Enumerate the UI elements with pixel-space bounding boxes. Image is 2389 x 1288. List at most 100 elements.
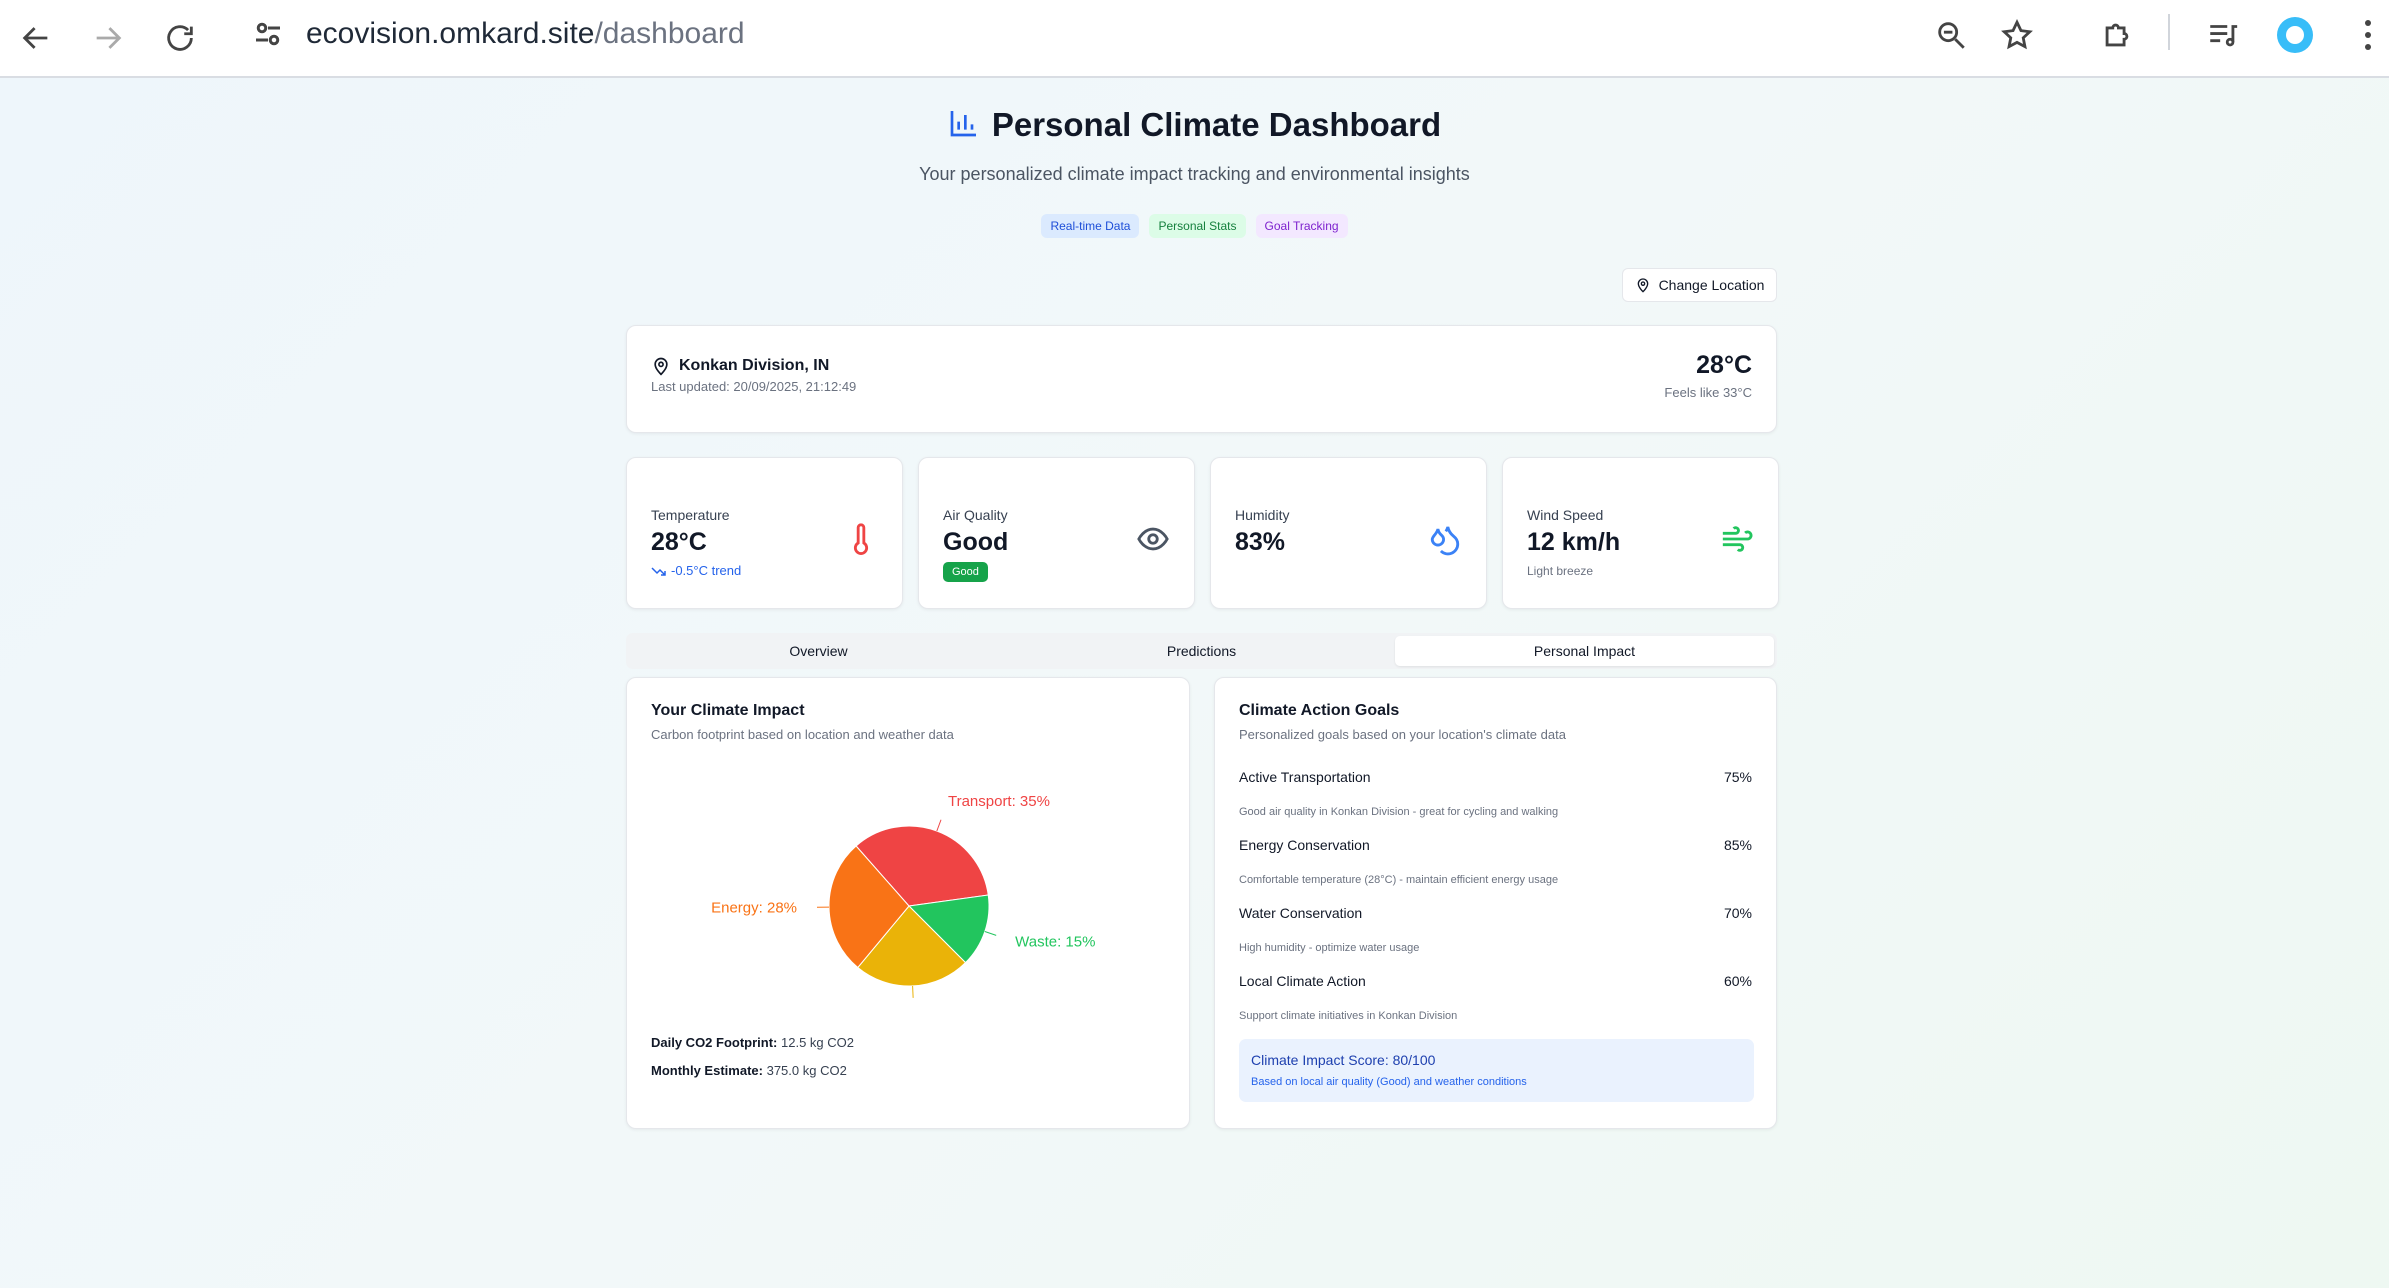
daily-footprint-label: Daily CO2 Footprint:	[651, 1035, 778, 1050]
bar-chart-icon	[948, 107, 980, 144]
tab-predictions[interactable]: Predictions	[1166, 643, 1237, 659]
goal-percent: 70%	[1723, 905, 1752, 921]
card-description: Personalized goals based on your locatio…	[1239, 727, 1566, 742]
arrow-left-icon	[22, 27, 48, 49]
goal-name: Local Climate Action	[1239, 973, 1366, 989]
temperature-trend: -0.5°C trend	[651, 563, 741, 578]
wind-description: Light breeze	[1527, 564, 1594, 578]
climate-score-box: Climate Impact Score: 80/100 Based on lo…	[1239, 1039, 1754, 1102]
pie-label-transport: Transport: 35%	[948, 793, 1050, 810]
metric-value: 12 km/h	[1527, 528, 1621, 556]
monthly-estimate: Monthly Estimate: 375.0 kg CO2	[651, 1063, 847, 1078]
change-location-label: Change Location	[1658, 277, 1765, 293]
metric-label: Humidity	[1235, 507, 1290, 523]
goal-percent: 85%	[1723, 837, 1752, 853]
monthly-estimate-label: Monthly Estimate:	[651, 1063, 763, 1078]
profile-avatar	[2277, 17, 2313, 53]
metric-label: Air Quality	[943, 507, 1008, 523]
wind-icon	[1722, 526, 1753, 552]
toolbar-divider	[2168, 14, 2170, 50]
browser-menu-button[interactable]	[2358, 12, 2378, 58]
dashboard-tabs: Overview Predictions Personal Impact	[626, 633, 1777, 669]
feels-like: Feels like 33°C	[1664, 385, 1752, 400]
climate-goals-card: Climate Action Goals Personalized goals …	[1214, 677, 1777, 1129]
metric-value: 28°C	[651, 528, 707, 556]
trend-text: -0.5°C trend	[671, 563, 742, 578]
puzzle-icon	[2105, 23, 2129, 47]
humidity-card: Humidity 83%	[1210, 457, 1487, 609]
goal-percent: 75%	[1723, 769, 1752, 785]
climate-score-description: Based on local air quality (Good) and we…	[1251, 1076, 1527, 1088]
metric-label: Temperature	[651, 507, 730, 523]
pie-slice-waste	[907, 894, 990, 964]
map-pin-icon	[654, 357, 668, 376]
air-quality-badge: Good	[943, 562, 988, 582]
metric-label: Wind Speed	[1527, 507, 1604, 523]
goal-description: Support climate initiatives in Konkan Di…	[1239, 1010, 1458, 1022]
daily-footprint-value: 12.5 kg CO2	[781, 1035, 855, 1050]
star-icon	[2001, 18, 2033, 50]
goal-name: Water Conservation	[1239, 905, 1363, 921]
pie-label-leader-transport	[936, 819, 942, 832]
tab-personal-impact[interactable]: Personal Impact	[1395, 636, 1774, 666]
change-location-button[interactable]: Change Location	[1622, 268, 1777, 302]
pie-label-waste: Waste: 15%	[1015, 934, 1095, 951]
url-domain: ecovision.omkard.site	[306, 17, 595, 50]
back-button[interactable]	[10, 12, 62, 64]
daily-footprint: Daily CO2 Footprint: 12.5 kg CO2	[651, 1035, 854, 1050]
badge-personal-stats: Personal Stats	[1149, 214, 1246, 238]
feature-badges: Real-time Data Personal Stats Goal Track…	[0, 214, 2389, 238]
map-pin-icon	[1637, 278, 1648, 293]
carbon-footprint-pie-chart: Transport: 35%Waste: 15%Food: 24%Energy:…	[711, 793, 1095, 998]
climate-impact-card: Your Climate Impact Carbon footprint bas…	[626, 677, 1190, 1129]
goal-description: Comfortable temperature (28°C) - maintai…	[1239, 874, 1559, 886]
zoom-icon	[1938, 22, 1965, 49]
last-updated: Last updated: 20/09/2025, 21:12:49	[651, 379, 857, 394]
profile-button[interactable]	[2272, 12, 2318, 58]
location-card: Konkan Division, IN Last updated: 20/09/…	[626, 325, 1777, 433]
wind-speed-card: Wind Speed 12 km/h Light breeze	[1502, 457, 1779, 609]
monthly-estimate-value: 375.0 kg CO2	[766, 1063, 847, 1078]
location-name: Konkan Division, IN	[679, 357, 830, 374]
pie-slice-transport	[855, 825, 989, 907]
goal-description: High humidity - optimize water usage	[1239, 942, 1420, 954]
metric-value: 83%	[1235, 528, 1286, 556]
extensions-button[interactable]	[2094, 12, 2140, 58]
zoom-button[interactable]	[1928, 12, 1974, 58]
climate-score-title: Climate Impact Score: 80/100	[1251, 1052, 1436, 1068]
url-path: /dashboard	[594, 17, 745, 50]
page-header: Personal Climate Dashboard	[0, 106, 2389, 144]
temperature-card: Temperature 28°C -0.5°C trend	[626, 457, 903, 609]
pie-label-energy: Energy: 28%	[711, 900, 797, 917]
goal-description: Good air quality in Konkan Division - gr…	[1239, 806, 1559, 818]
forward-button[interactable]	[82, 12, 134, 64]
site-settings-icon[interactable]	[250, 16, 286, 52]
badge-realtime-data: Real-time Data	[1041, 214, 1140, 238]
pie-slice-energy	[828, 845, 910, 969]
card-description: Carbon footprint based on location and w…	[651, 727, 954, 742]
reload-button[interactable]	[154, 12, 206, 64]
air-quality-card: Air Quality Good Good	[918, 457, 1195, 609]
page-title: Personal Climate Dashboard	[991, 106, 1442, 143]
trending-down-icon	[651, 566, 666, 576]
bookmark-button[interactable]	[1994, 12, 2040, 58]
playlist-icon	[2210, 25, 2238, 47]
eye-icon	[1137, 527, 1169, 551]
goal-name: Energy Conservation	[1239, 837, 1370, 853]
goal-name: Active Transportation	[1239, 769, 1371, 785]
pie-label-leader-food	[912, 985, 914, 998]
card-title: Climate Action Goals	[1239, 702, 1400, 719]
thermometer-icon	[853, 523, 869, 555]
tab-overview[interactable]: Overview	[789, 643, 848, 659]
pie-label-leader-waste	[984, 931, 997, 936]
reload-icon	[167, 25, 193, 51]
arrow-right-icon	[96, 27, 122, 49]
browser-toolbar: ecovision.omkard.site/dashboard	[0, 0, 2389, 78]
url-text[interactable]: ecovision.omkard.site/dashboard	[306, 16, 745, 52]
droplets-icon	[1430, 526, 1460, 556]
page-subtitle: Your personalized climate impact trackin…	[919, 164, 1470, 184]
media-button[interactable]	[2200, 12, 2246, 58]
metric-value: Good	[943, 528, 1009, 556]
address-bar[interactable]: ecovision.omkard.site/dashboard	[232, 4, 2062, 64]
current-temperature: 28°C	[1696, 351, 1752, 379]
